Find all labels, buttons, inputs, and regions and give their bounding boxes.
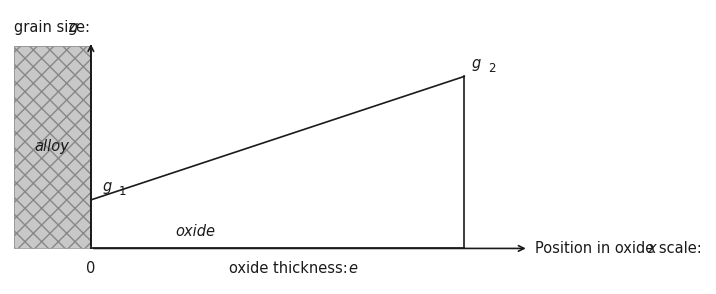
Text: g: g — [68, 19, 77, 34]
Text: 1: 1 — [119, 185, 126, 198]
Bar — [14, 46, 91, 248]
Text: g: g — [472, 56, 481, 71]
Text: grain size:: grain size: — [14, 19, 95, 34]
Text: 2: 2 — [488, 62, 495, 75]
Text: g: g — [102, 179, 112, 194]
Text: 0: 0 — [86, 260, 95, 275]
Text: e: e — [349, 260, 357, 275]
Bar — [14, 46, 91, 248]
Text: x: x — [648, 241, 657, 256]
Text: Position in oxide scale:: Position in oxide scale: — [535, 241, 707, 256]
Text: alloy: alloy — [35, 139, 69, 155]
Text: oxide: oxide — [175, 224, 216, 239]
Text: oxide thickness:: oxide thickness: — [228, 260, 352, 275]
